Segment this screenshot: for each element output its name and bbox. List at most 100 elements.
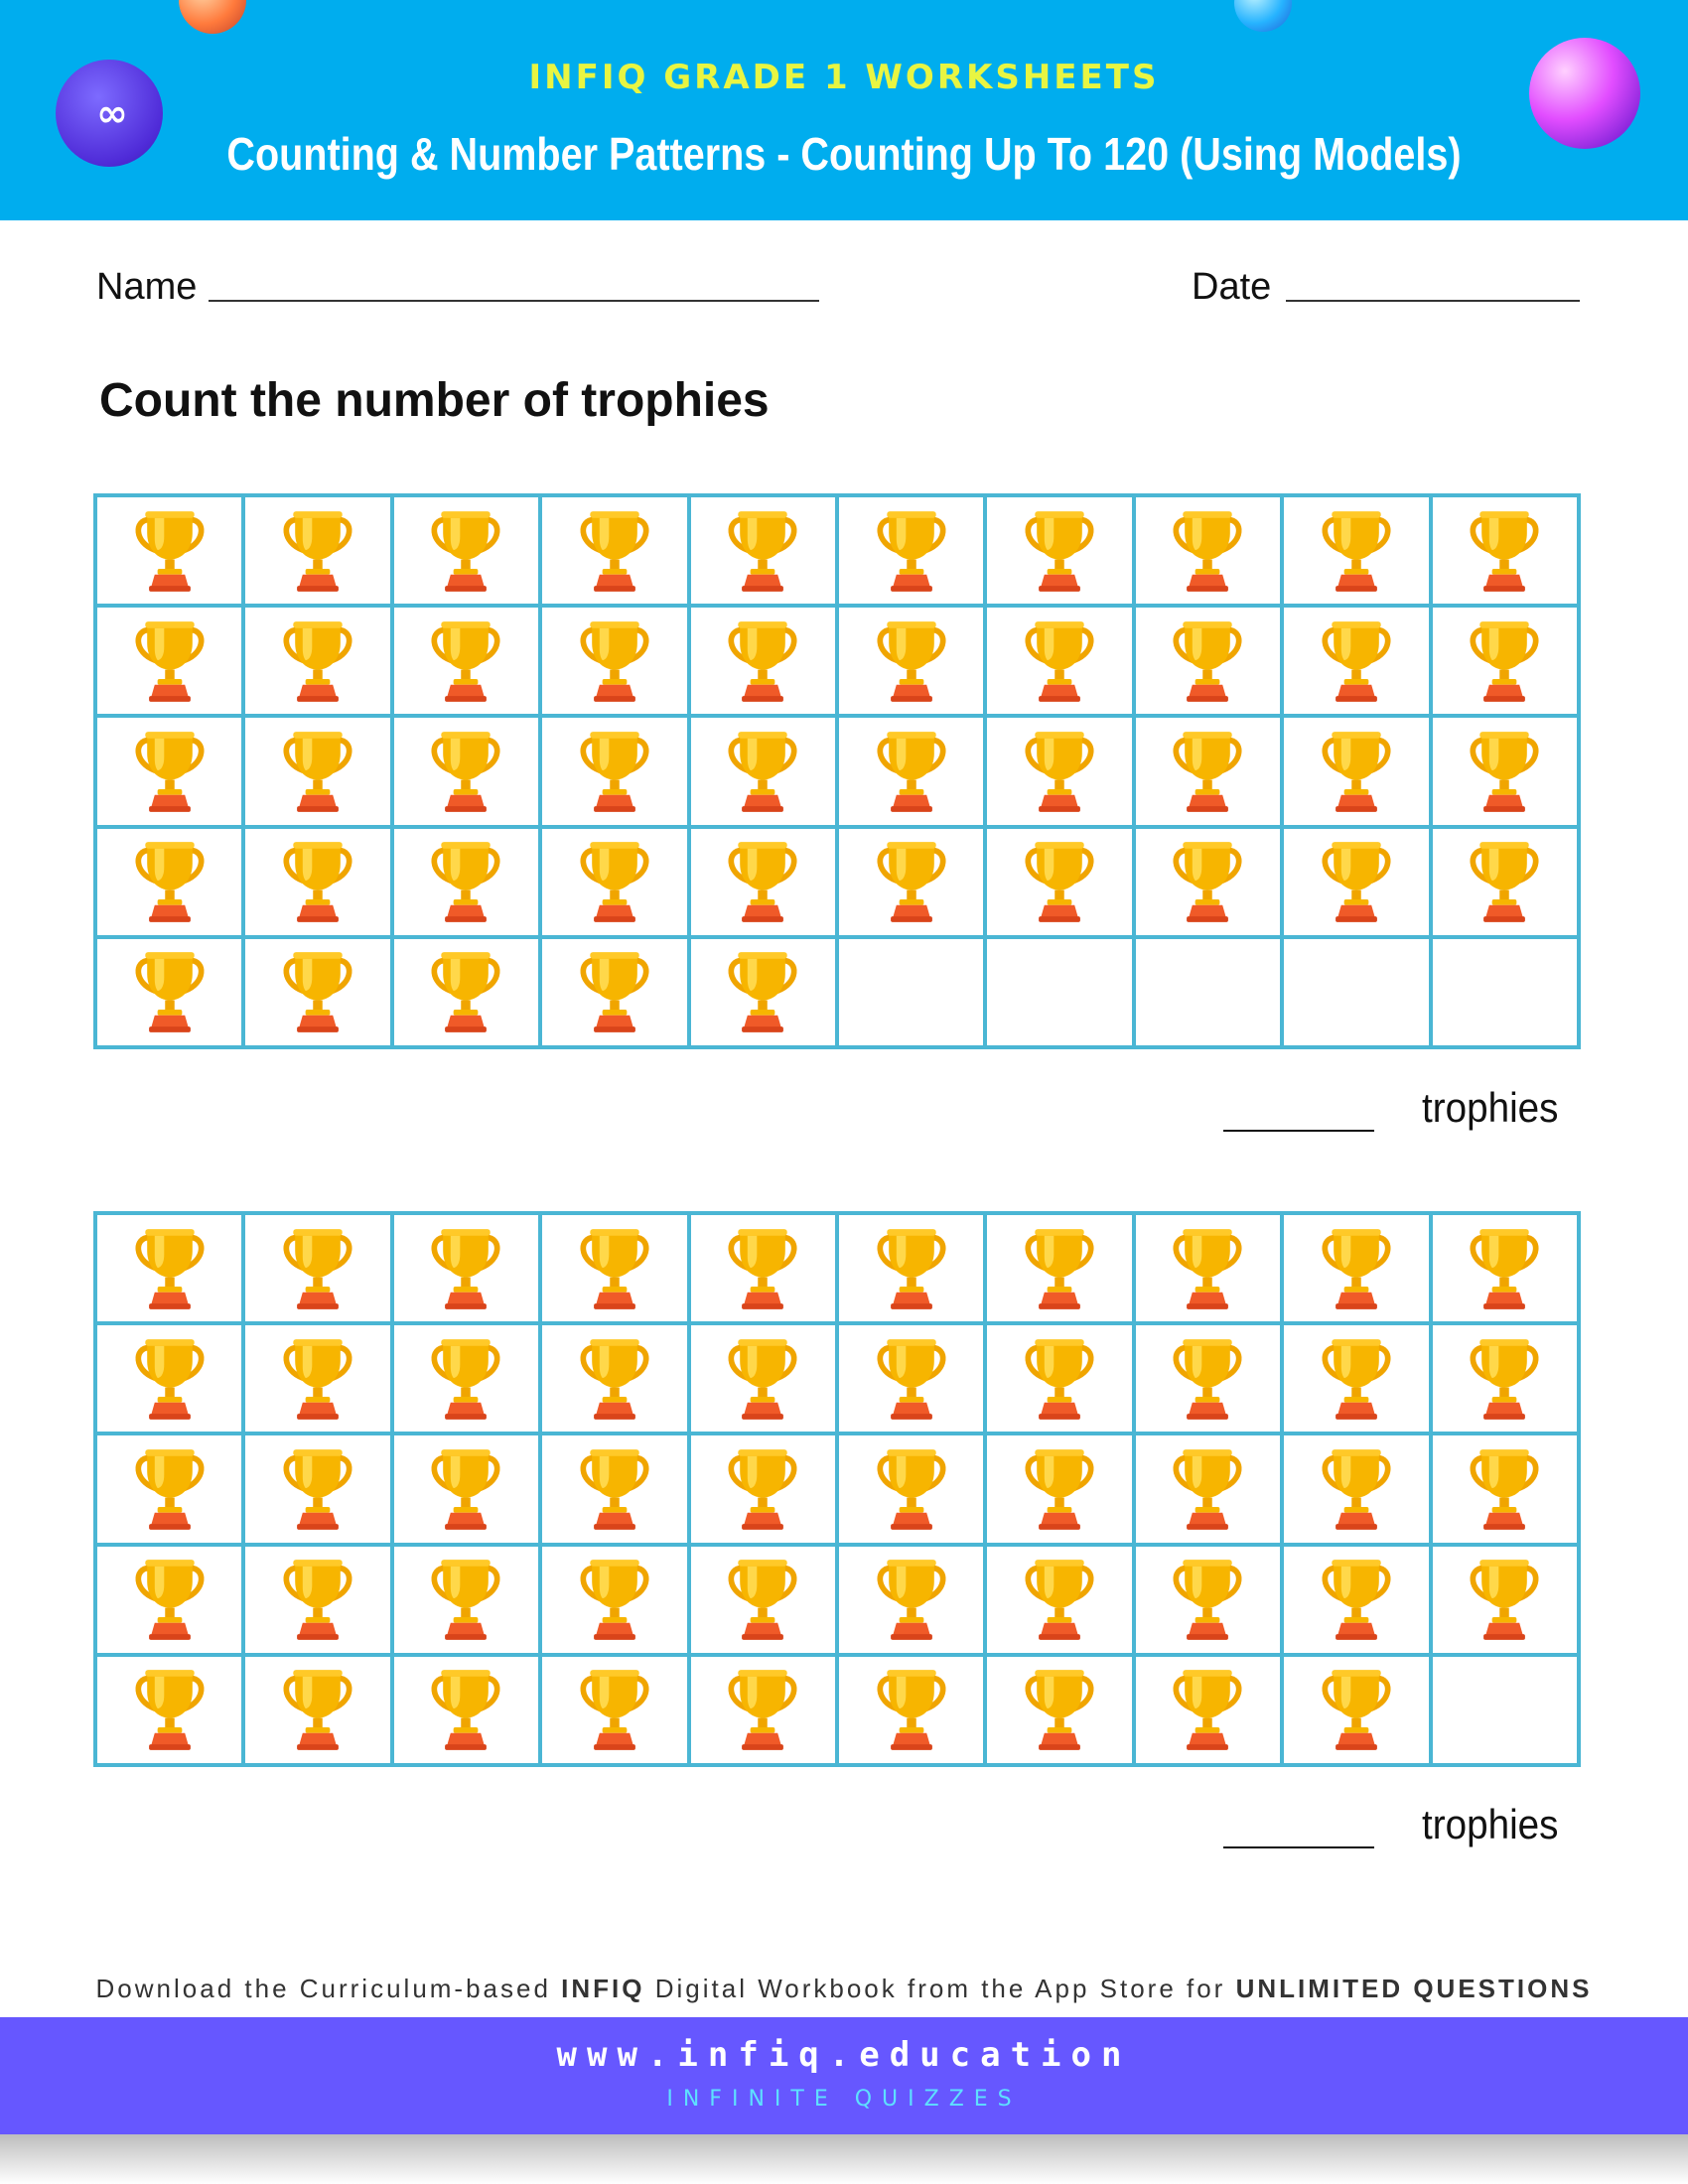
grid-cell (95, 1213, 244, 1324)
trophy-icon (1022, 1446, 1097, 1532)
name-field-line[interactable] (209, 300, 819, 302)
trophy-grid-2 (93, 1211, 1581, 1767)
grid-cell (391, 826, 541, 937)
trophy-icon (132, 1226, 208, 1311)
trophy-icon (280, 1226, 355, 1311)
grid-cell (1282, 1323, 1431, 1434)
grid-cell (1430, 1433, 1579, 1545)
grid-cell (243, 1654, 392, 1765)
grid-cell (1282, 1654, 1431, 1765)
answer-line[interactable] (1223, 1846, 1374, 1848)
promo-middle: Digital Workbook from the App Store for (644, 1974, 1236, 2003)
grid-cell (95, 1433, 244, 1545)
grid-cell (95, 716, 244, 827)
grid-cell (95, 606, 244, 717)
promo-prefix: Download the Curriculum-based (95, 1974, 562, 2003)
trophy-icon (577, 1557, 652, 1642)
trophy-icon (1467, 839, 1542, 924)
footer-url-link[interactable]: www.infiq.education (556, 2035, 1132, 2075)
decorative-blue-ball (1234, 0, 1292, 32)
grid-cell (391, 606, 541, 717)
grid-cell (1282, 826, 1431, 937)
trophy-icon (577, 1336, 652, 1422)
grid-cell (688, 1323, 837, 1434)
grid-cell (540, 826, 689, 937)
grid-cell (836, 826, 986, 937)
trophy-icon (577, 618, 652, 704)
grid-cell (836, 495, 986, 607)
grid-cell (391, 716, 541, 827)
infiq-logo: ∞ (56, 60, 163, 167)
page-bottom-shadow (0, 2134, 1688, 2184)
trophy-icon (725, 618, 800, 704)
grid-cell (95, 936, 244, 1047)
grid-cell (1430, 1323, 1579, 1434)
trophy-icon (725, 1667, 800, 1752)
trophy-icon (725, 1446, 800, 1532)
trophy-icon (1170, 1336, 1245, 1422)
trophy-icon (1319, 1226, 1394, 1311)
trophy-icon (280, 949, 355, 1034)
grid-cell (1430, 716, 1579, 827)
trophy-icon (725, 1226, 800, 1311)
grid-cell (391, 1654, 541, 1765)
grid-cell (1133, 936, 1283, 1047)
grid-cell (836, 936, 986, 1047)
grid-cell (1430, 1544, 1579, 1655)
trophy-icon (1319, 729, 1394, 814)
grid-cell (1430, 1654, 1579, 1765)
trophy-icon (577, 949, 652, 1034)
trophy-icon (280, 508, 355, 594)
trophy-icon (577, 1226, 652, 1311)
trophy-icon (1467, 729, 1542, 814)
trophy-icon (1022, 1226, 1097, 1311)
trophy-icon (1170, 1557, 1245, 1642)
answer-unit-label: trophies (1422, 1801, 1559, 1847)
date-label: Date (1192, 266, 1272, 308)
grid-cell (1133, 1544, 1283, 1655)
grid-cell (540, 606, 689, 717)
trophy-icon (1467, 1446, 1542, 1532)
grid-cell (985, 1213, 1134, 1324)
trophy-icon (132, 1336, 208, 1422)
trophy-icon (1170, 839, 1245, 924)
grid-cell (391, 1544, 541, 1655)
grid-cell (1133, 606, 1283, 717)
grid-cell (391, 495, 541, 607)
grid-cell (836, 1654, 986, 1765)
trophy-icon (1170, 1446, 1245, 1532)
promo-text: Download the Curriculum-based INFIQ Digi… (0, 1974, 1688, 2004)
grid-cell (688, 716, 837, 827)
instruction-text: Count the number of trophies (99, 374, 770, 427)
date-field-line[interactable] (1286, 300, 1580, 302)
promo-cta: UNLIMITED QUESTIONS (1235, 1974, 1593, 2003)
grid-cell (1282, 1213, 1431, 1324)
grid-cell (688, 826, 837, 937)
answer-blank-1[interactable]: trophies (1223, 1080, 1601, 1140)
grid-cell (540, 1544, 689, 1655)
trophy-icon (132, 508, 208, 594)
trophy-icon (725, 729, 800, 814)
grid-cell (243, 936, 392, 1047)
grid-cell (1133, 495, 1283, 607)
grid-cell (243, 1323, 392, 1434)
grid-cell (1133, 826, 1283, 937)
grid-cell (1133, 716, 1283, 827)
trophy-icon (1467, 618, 1542, 704)
trophy-icon (428, 508, 503, 594)
grid-cell (540, 936, 689, 1047)
grid-cell (391, 1213, 541, 1324)
grid-cell (1430, 826, 1579, 937)
grid-cell (1282, 936, 1431, 1047)
answer-line[interactable] (1223, 1130, 1374, 1132)
trophy-icon (725, 949, 800, 1034)
grid-cell (836, 716, 986, 827)
trophy-icon (1467, 1226, 1542, 1311)
grid-cell (985, 936, 1134, 1047)
trophy-icon (1467, 1336, 1542, 1422)
answer-blank-2[interactable]: trophies (1223, 1797, 1601, 1856)
grid-cell (540, 495, 689, 607)
trophy-icon (428, 949, 503, 1034)
grid-cell (95, 826, 244, 937)
trophy-icon (577, 729, 652, 814)
